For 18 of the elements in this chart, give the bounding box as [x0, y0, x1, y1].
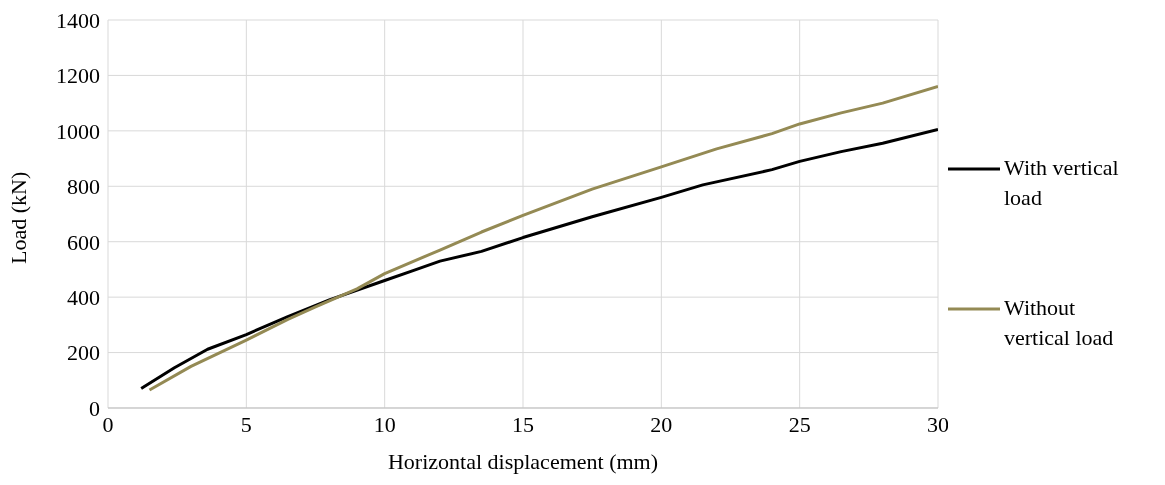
legend-label: With vertical load — [1004, 154, 1120, 212]
y-tick-label: 1400 — [56, 7, 100, 33]
x-tick-label: 10 — [373, 411, 396, 437]
y-tick-label: 1000 — [56, 118, 100, 144]
y-tick-label: 400 — [67, 284, 100, 310]
y-tick-label: 0 — [89, 395, 100, 421]
legend-label: Without vertical load — [1004, 294, 1115, 352]
y-tick-label: 1200 — [56, 63, 100, 89]
x-tick-label: 5 — [240, 411, 252, 437]
x-tick-label: 30 — [927, 411, 949, 437]
x-tick-label: 20 — [650, 411, 673, 437]
x-axis-title: Horizontal displacement (mm) — [387, 448, 659, 474]
x-tick-label: 25 — [788, 411, 811, 437]
y-tick-label: 800 — [67, 174, 100, 200]
y-tick-label: 600 — [67, 229, 100, 255]
x-tick-label: 15 — [512, 411, 534, 437]
y-axis-title: Load (kN) — [5, 171, 31, 264]
y-tick-label: 200 — [67, 340, 100, 366]
